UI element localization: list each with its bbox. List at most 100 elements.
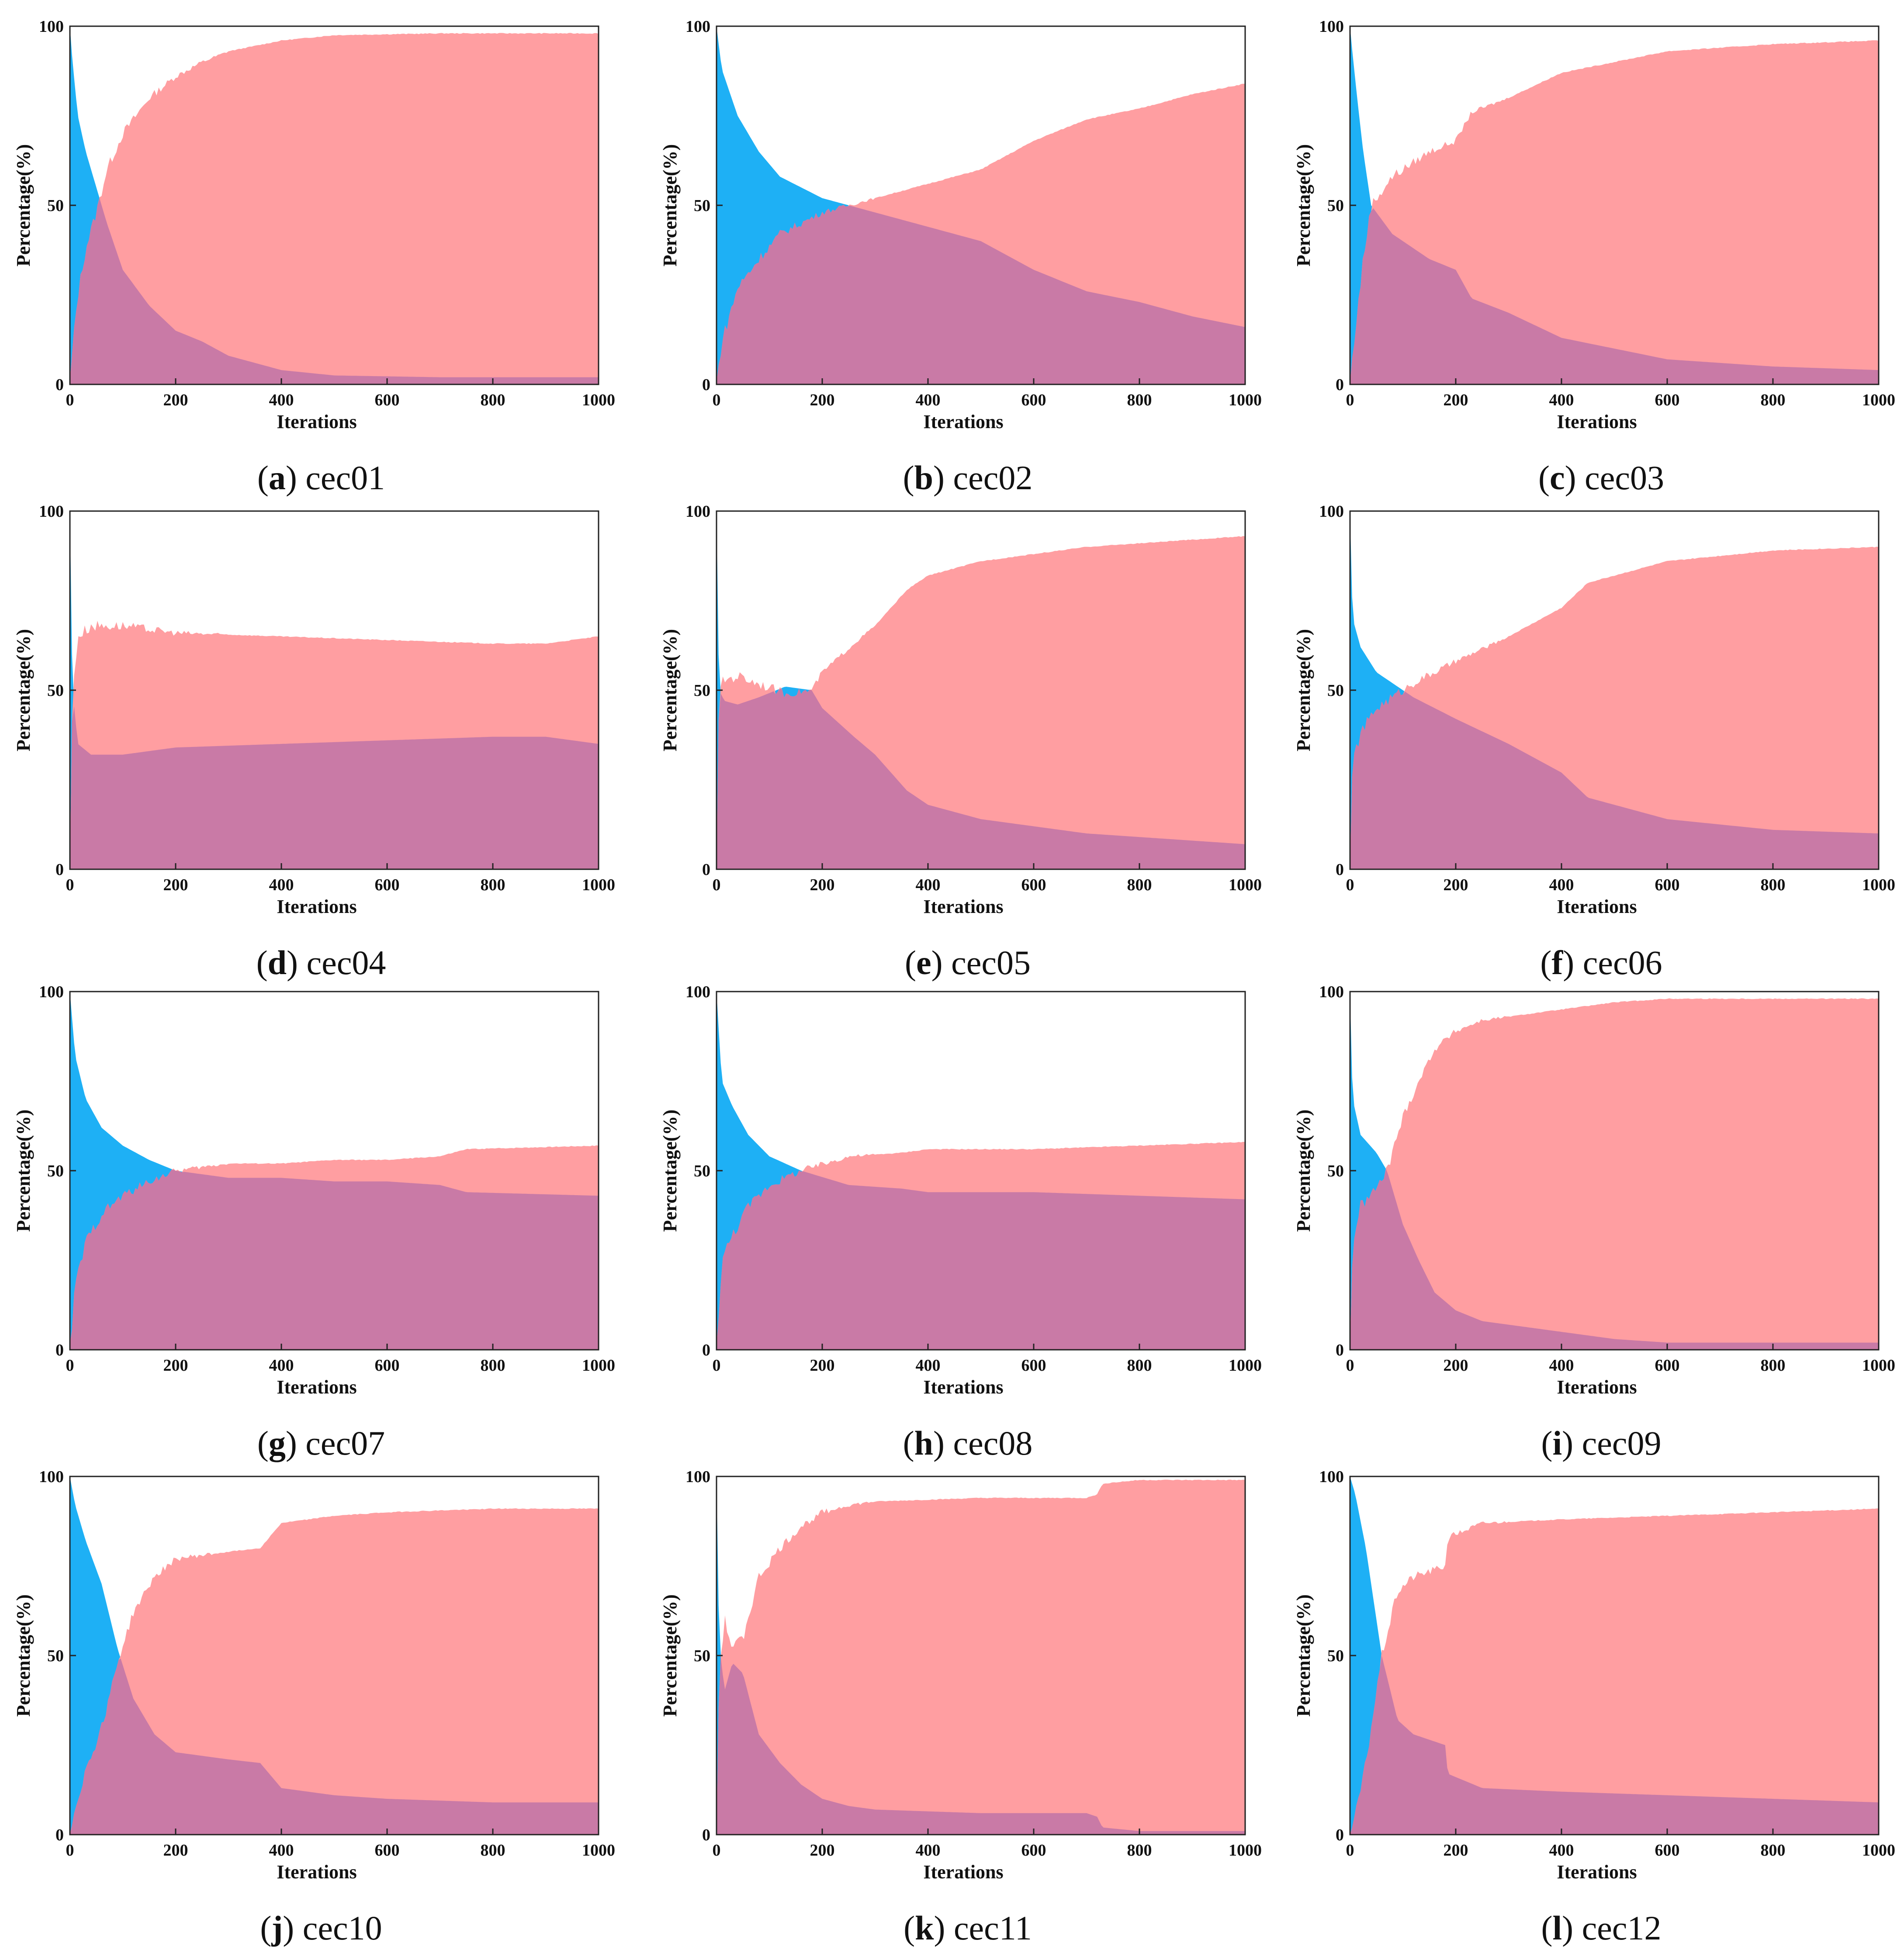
overlap-area — [717, 688, 1245, 869]
y-tick-label: 100 — [685, 1468, 710, 1486]
y-axis-label: Percentage(%) — [1293, 1594, 1314, 1717]
y-tick-label: 0 — [702, 1826, 710, 1844]
caption-open: ( — [1540, 944, 1551, 982]
x-axis-label: Iterations — [923, 1861, 1003, 1883]
caption-letter: f — [1551, 944, 1563, 982]
x-tick-label: 1000 — [1862, 876, 1895, 894]
overlap-area — [1350, 208, 1879, 384]
y-axis-label: Percentage(%) — [13, 1110, 34, 1232]
x-tick-label: 0 — [1346, 1356, 1354, 1375]
y-tick-label: 50 — [1327, 1647, 1344, 1665]
caption-close: ) — [1563, 944, 1582, 982]
x-axis-label: Iterations — [1557, 896, 1637, 917]
y-tick-label: 50 — [47, 1647, 64, 1665]
caption-close: ) — [933, 459, 953, 497]
y-tick-label: 0 — [55, 376, 64, 394]
x-tick-label: 0 — [66, 876, 74, 894]
x-tick-label: 0 — [1346, 1841, 1354, 1860]
x-tick-label: 600 — [375, 1841, 400, 1860]
x-tick-label: 0 — [1346, 391, 1354, 409]
y-tick-label: 50 — [694, 197, 710, 215]
caption-open: ( — [905, 944, 916, 982]
y-tick-label: 100 — [1319, 983, 1344, 1001]
x-tick-label: 600 — [1021, 391, 1046, 409]
y-tick-label: 50 — [694, 681, 710, 700]
x-tick-label: 600 — [1021, 1841, 1046, 1860]
x-tick-label: 0 — [713, 391, 721, 409]
y-tick-label: 100 — [39, 17, 64, 36]
x-tick-label: 400 — [916, 391, 941, 409]
panel-caption: (k) cec11 — [904, 1909, 1032, 1947]
x-tick-label: 400 — [269, 876, 294, 894]
x-tick-label: 1000 — [582, 1841, 615, 1860]
caption-close: ) — [933, 1424, 953, 1462]
overlap-area — [717, 1170, 1245, 1350]
caption-name: cec02 — [953, 459, 1032, 497]
x-tick-label: 800 — [1127, 876, 1152, 894]
panel-cec12: 0 200 400 600 800 1000 0 50 100 Iterations Percent… — [1293, 1468, 1895, 1947]
caption-open: ( — [257, 459, 269, 497]
panel-caption: (d) cec04 — [256, 944, 386, 982]
exploitation-area — [1350, 40, 1879, 385]
y-tick-label: 50 — [47, 681, 64, 700]
x-tick-label: 400 — [1549, 1356, 1574, 1375]
plot-area — [70, 26, 599, 384]
x-tick-label: 800 — [1127, 1841, 1152, 1860]
x-tick-label: 0 — [66, 391, 74, 409]
y-tick-label: 0 — [702, 376, 710, 394]
caption-letter: g — [269, 1424, 286, 1462]
panel-cec02: 0 200 400 600 800 1000 0 50 100 Iterations Percent… — [659, 17, 1262, 497]
x-axis-label: Iterations — [1557, 1376, 1637, 1398]
caption-open: ( — [257, 1424, 269, 1462]
plot-area — [717, 26, 1245, 385]
caption-name: cec08 — [953, 1424, 1032, 1462]
caption-close: ) — [283, 1909, 302, 1947]
x-tick-label: 800 — [1127, 1356, 1152, 1375]
caption-name: cec04 — [306, 944, 386, 982]
y-tick-label: 100 — [39, 502, 64, 521]
y-tick-label: 100 — [39, 1468, 64, 1486]
x-tick-label: 400 — [916, 1356, 941, 1375]
x-tick-label: 200 — [810, 1841, 835, 1860]
panel-cec11: 0 200 400 600 800 1000 0 50 100 Iterations Percent… — [659, 1468, 1262, 1947]
x-tick-label: 800 — [481, 1356, 505, 1375]
y-tick-label: 100 — [685, 502, 710, 521]
x-tick-label: 800 — [481, 391, 505, 409]
y-tick-label: 0 — [1336, 376, 1344, 394]
x-tick-label: 400 — [269, 391, 294, 409]
caption-letter: i — [1552, 1424, 1562, 1462]
x-tick-label: 1000 — [1229, 391, 1262, 409]
x-tick-label: 800 — [1127, 391, 1152, 409]
panel-cec05: 0 200 400 600 800 1000 0 50 100 Iterations Percent… — [659, 502, 1262, 982]
panel-caption: (c) cec03 — [1538, 459, 1664, 497]
panel-cec10: 0 200 400 600 800 1000 0 50 100 Iterations Percent… — [13, 1468, 615, 1947]
panel-caption: (g) cec07 — [257, 1424, 385, 1462]
y-tick-label: 0 — [1336, 861, 1344, 879]
plot-area — [717, 992, 1245, 1350]
caption-name: cec05 — [951, 944, 1031, 982]
y-tick-label: 50 — [1327, 197, 1344, 215]
x-tick-label: 200 — [1444, 876, 1468, 894]
panel-cec01: 0 200 400 600 800 1000 0 50 100 Iterations Percent… — [13, 17, 615, 497]
y-axis-label: Percentage(%) — [1293, 1110, 1314, 1232]
caption-name: cec07 — [305, 1424, 385, 1462]
caption-letter: j — [271, 1909, 283, 1947]
x-tick-label: 600 — [1655, 1841, 1680, 1860]
y-tick-label: 50 — [47, 1162, 64, 1180]
caption-open: ( — [1541, 1424, 1552, 1462]
x-tick-label: 200 — [810, 1356, 835, 1375]
x-tick-label: 400 — [269, 1356, 294, 1375]
panel-caption: (h) cec08 — [903, 1424, 1033, 1462]
x-tick-label: 1000 — [582, 391, 615, 409]
x-tick-label: 200 — [163, 876, 188, 894]
y-tick-label: 0 — [702, 861, 710, 879]
exploitation-area — [1350, 1508, 1879, 1835]
caption-name: cec03 — [1585, 459, 1664, 497]
plot-area — [70, 992, 599, 1350]
overlap-area — [70, 198, 599, 384]
exploitation-area — [70, 1508, 599, 1835]
panel-caption: (i) cec09 — [1541, 1424, 1661, 1462]
plot-area — [70, 1476, 599, 1835]
caption-close: ) — [931, 944, 951, 982]
caption-letter: h — [914, 1424, 933, 1462]
